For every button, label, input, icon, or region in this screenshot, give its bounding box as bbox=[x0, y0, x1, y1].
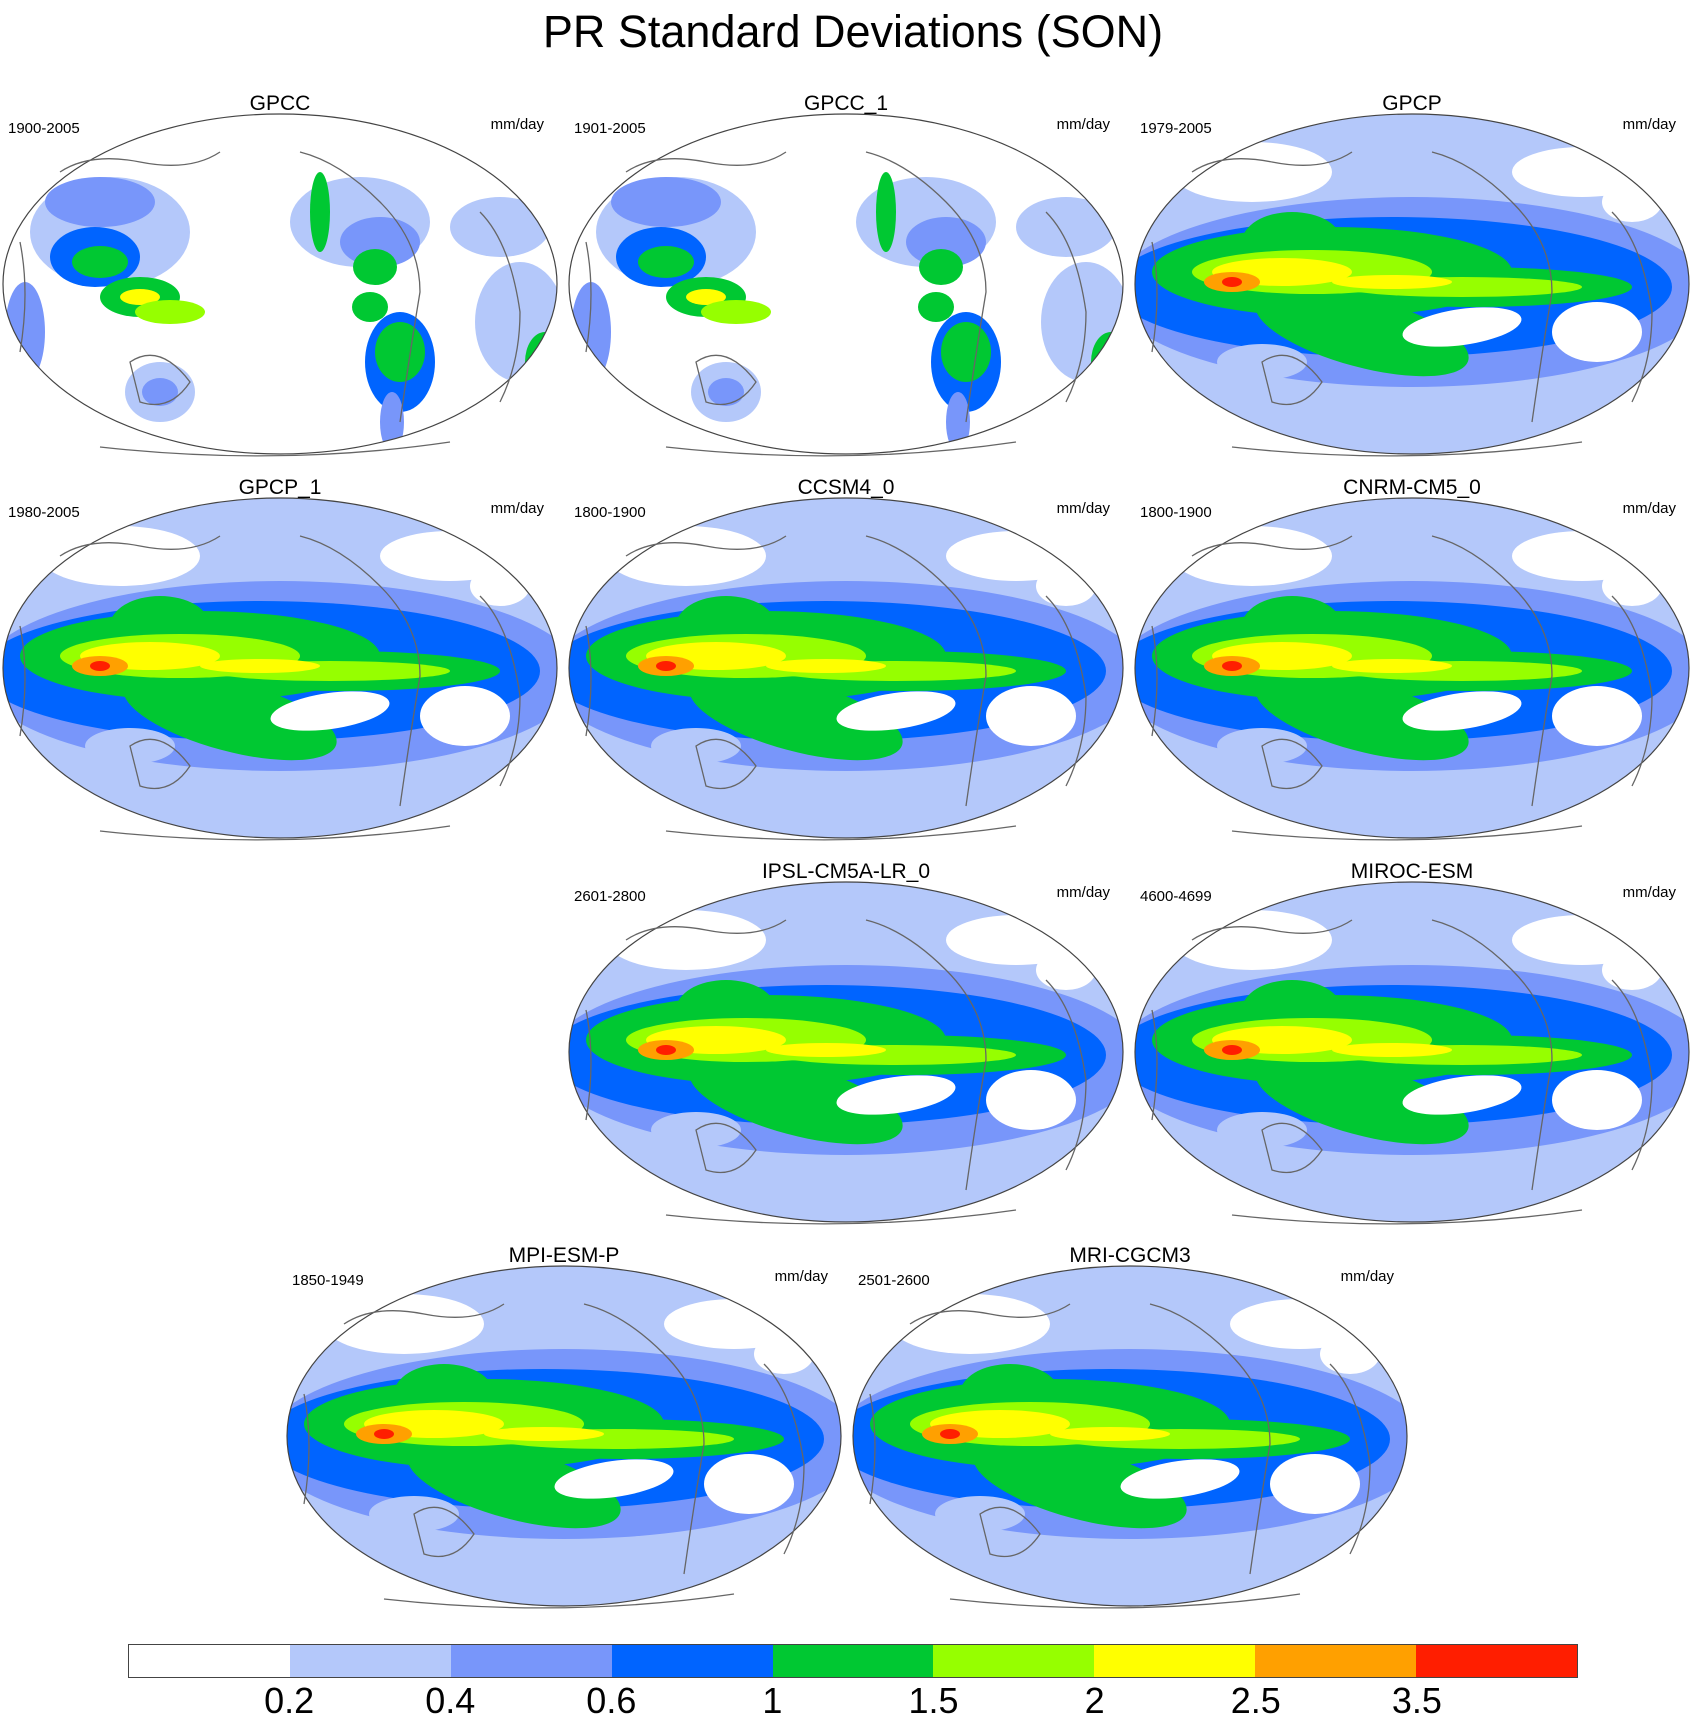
panel-years: 1850-1949 bbox=[292, 1272, 364, 1289]
map-panel: CCSM4_0 1800-1900 mm/day bbox=[566, 476, 1126, 841]
colorbar-swatch bbox=[772, 1645, 934, 1677]
panel-title: GPCC bbox=[249, 92, 311, 115]
panel-years: 2501-2600 bbox=[858, 1272, 930, 1289]
map-panel: GPCC_1 1901-2005 mm/day bbox=[566, 92, 1126, 457]
panel-title: MPI-ESM-P bbox=[508, 1244, 620, 1267]
map-plot bbox=[2, 113, 558, 457]
colorbar-tick-label: 0.4 bbox=[425, 1680, 476, 1721]
panel-units: mm/day bbox=[1622, 884, 1676, 901]
panel-units: mm/day bbox=[1056, 116, 1110, 133]
colorbar-swatch bbox=[450, 1645, 612, 1677]
map-panel: GPCP 1979-2005 mm/day bbox=[1132, 92, 1692, 457]
colorbar-tick-label: 0.2 bbox=[264, 1680, 315, 1721]
panel-title: IPSL-CM5A-LR_0 bbox=[761, 860, 931, 883]
panel-units: mm/day bbox=[1340, 1268, 1394, 1285]
panel-years: 1800-1900 bbox=[574, 504, 646, 521]
main-title: PR Standard Deviations (SON) bbox=[542, 6, 1164, 57]
map-plot bbox=[1134, 497, 1690, 841]
map-plot bbox=[852, 1265, 1408, 1609]
colorbar-tick-label: 2 bbox=[1084, 1680, 1105, 1721]
map-plot bbox=[568, 497, 1124, 841]
map-plot bbox=[286, 1265, 842, 1609]
map-panel: MPI-ESM-P 1850-1949 mm/day bbox=[284, 1244, 844, 1609]
colorbar-labels: 0.2 0.4 0.6 1 1.5 2 2.5 3.5 bbox=[128, 1681, 1578, 1725]
panel-title: GPCP bbox=[1382, 92, 1442, 115]
panel-years: 4600-4699 bbox=[1140, 888, 1212, 905]
panel-units: mm/day bbox=[774, 1268, 828, 1285]
colorbar-swatch bbox=[1416, 1645, 1578, 1677]
panel-units: mm/day bbox=[1622, 116, 1676, 133]
panel-years: 2601-2800 bbox=[574, 888, 646, 905]
panel-units: mm/day bbox=[1056, 500, 1110, 517]
map-panel: GPCP_1 1980-2005 mm/day bbox=[0, 476, 560, 841]
map-plot bbox=[2, 497, 558, 841]
colorbar-swatch bbox=[289, 1645, 451, 1677]
panel-title: GPCC_1 bbox=[803, 92, 889, 115]
panel-years: 1979-2005 bbox=[1140, 120, 1212, 137]
panel-years: 1800-1900 bbox=[1140, 504, 1212, 521]
colorbar-tick-label: 1 bbox=[762, 1680, 783, 1721]
colorbar-swatch bbox=[933, 1645, 1095, 1677]
colorbar-swatch bbox=[1255, 1645, 1417, 1677]
colorbar bbox=[128, 1644, 1578, 1678]
map-plot bbox=[568, 881, 1124, 1225]
panel-title: CNRM-CM5_0 bbox=[1343, 476, 1481, 499]
map-panel: MRI-CGCM3 2501-2600 mm/day bbox=[850, 1244, 1410, 1609]
panel-units: mm/day bbox=[1622, 500, 1676, 517]
colorbar-swatch bbox=[1094, 1645, 1256, 1677]
map-panel: IPSL-CM5A-LR_0 2601-2800 mm/day bbox=[566, 860, 1126, 1225]
map-plot bbox=[568, 113, 1124, 457]
panel-title: CCSM4_0 bbox=[797, 476, 895, 499]
panel-units: mm/day bbox=[1056, 884, 1110, 901]
panel-years: 1900-2005 bbox=[8, 120, 80, 137]
map-plot bbox=[1134, 113, 1690, 457]
map-panel: CNRM-CM5_0 1800-1900 mm/day bbox=[1132, 476, 1692, 841]
map-plot bbox=[1134, 881, 1690, 1225]
panel-title: MRI-CGCM3 bbox=[1069, 1244, 1191, 1267]
colorbar-tick-label: 0.6 bbox=[586, 1680, 637, 1721]
colorbar-tick-label: 3.5 bbox=[1391, 1680, 1442, 1721]
panel-title: GPCP_1 bbox=[238, 476, 322, 499]
map-panel: GPCC 1900-2005 mm/day bbox=[0, 92, 560, 457]
panel-title: MIROC-ESM bbox=[1350, 860, 1474, 883]
colorbar-tick-label: 2.5 bbox=[1230, 1680, 1281, 1721]
panel-units: mm/day bbox=[490, 500, 544, 517]
colorbar-tick-label: 1.5 bbox=[908, 1680, 959, 1721]
colorbar-swatch bbox=[611, 1645, 773, 1677]
panel-years: 1901-2005 bbox=[574, 120, 646, 137]
colorbar-swatch bbox=[129, 1645, 290, 1677]
panel-years: 1980-2005 bbox=[8, 504, 80, 521]
panel-units: mm/day bbox=[490, 116, 544, 133]
map-panel: MIROC-ESM 4600-4699 mm/day bbox=[1132, 860, 1692, 1225]
